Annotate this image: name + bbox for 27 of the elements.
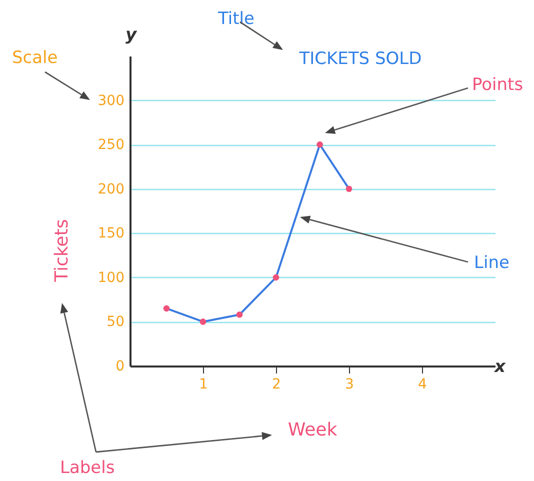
text: y [125,25,138,45]
annotation: Points [472,75,524,95]
point [346,186,352,192]
x-tick-label: 2 [272,376,281,392]
x-axis-title: Week [288,420,338,440]
y-tick-label: 50 [106,314,124,330]
y-tick-label: 100 [98,270,124,286]
text: Title [217,9,254,29]
chart-title: TICKETS SOLD [298,49,422,69]
x-tick-label: 1 [199,376,208,392]
y-tick-label: 200 [98,181,124,198]
annotation: x [494,357,507,377]
text: Scale [12,48,58,68]
x-tick-label: 3 [345,376,354,392]
point [200,318,206,325]
y-axis-title: Tickets [52,219,72,283]
text: Labels [60,458,115,478]
annotation: Line [474,253,510,273]
point [236,311,243,318]
point [316,141,323,148]
y-tick-label: 150 [98,226,124,242]
x-tick-label: 4 [418,376,428,392]
point [272,274,280,281]
y-tick-label: 300 [98,92,124,109]
point [163,305,170,312]
y-tick-label: 0 [116,358,124,374]
y-tick-label: 250 [98,137,124,154]
